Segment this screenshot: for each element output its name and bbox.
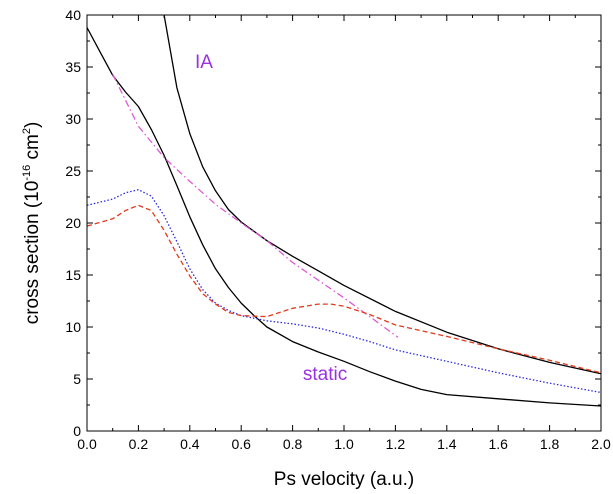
y-tick-label: 5 (73, 371, 81, 387)
series-line-3 (112, 74, 399, 338)
tick-labels-layer: 0.0 0.2 0.4 0.6 0.8 1.0 1.2 1.4 1.6 1.8 2.0 0 5 10 15 2… (65, 7, 611, 452)
series-line-5 (87, 204, 601, 374)
y-axis-title-exp1: -16 (21, 165, 33, 181)
y-tick-label: 40 (65, 7, 81, 23)
x-tick-label: 1.2 (386, 436, 406, 452)
y-tick-label: 10 (65, 319, 81, 335)
y-tick-label: 0 (73, 423, 81, 439)
y-tick-label: 15 (65, 267, 81, 283)
y-tick-label: 35 (65, 59, 81, 75)
x-tick-label: 0.0 (77, 436, 97, 452)
y-axis-title-exp2: 2 (21, 128, 33, 134)
y-tick-label: 30 (65, 111, 81, 127)
annotation-2: static (303, 364, 347, 385)
y-axis-title: cross section (10-16 cm2) (21, 122, 43, 325)
x-tick-label: 2.0 (591, 436, 611, 452)
annotations-layer: IA static (195, 52, 347, 385)
series-line-4 (87, 189, 601, 394)
ticks-layer (86, 14, 602, 432)
y-axis-title-pre: cross section (10 (22, 181, 43, 325)
x-tick-label: 0.6 (231, 436, 251, 452)
y-axis-title-post: ) (22, 122, 43, 128)
series-line-1 (87, 27, 601, 407)
series-line-2 (163, 15, 601, 375)
y-tick-label: 20 (65, 215, 81, 231)
y-tick-label: 25 (65, 163, 81, 179)
x-tick-label: 1.0 (334, 436, 354, 452)
x-tick-label: 0.4 (180, 436, 200, 452)
annotation-1: IA (195, 52, 213, 73)
y-axis-title-mid: cm (22, 134, 43, 165)
x-tick-label: 1.6 (488, 436, 508, 452)
x-tick-label: 1.4 (437, 436, 457, 452)
series-layer (87, 15, 601, 407)
x-tick-label: 0.8 (283, 436, 303, 452)
x-tick-label: 0.2 (129, 436, 149, 452)
x-tick-label: 1.8 (540, 436, 560, 452)
x-axis-title: Ps velocity (a.u.) (274, 469, 414, 490)
